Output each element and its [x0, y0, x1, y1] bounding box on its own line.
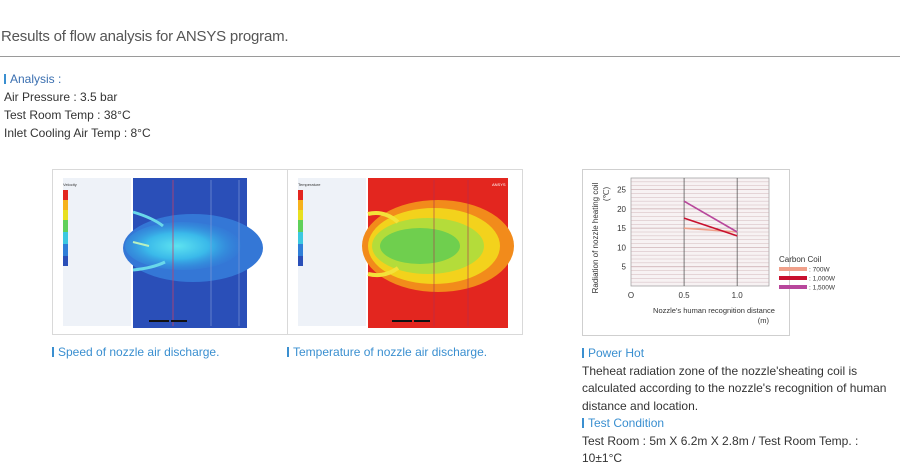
test-condition-text: Test Room : 5m X 6.2m X 2.8m / Test Room…: [582, 433, 859, 466]
speed-simulation-image: Velocity ANSYS: [52, 169, 288, 335]
analysis-line: Air Pressure : 3.5 bar: [4, 90, 118, 104]
x-axis-label: Nozzle's human recognition distance: [653, 306, 775, 315]
analysis-line: Inlet Cooling Air Temp : 8°C: [4, 126, 151, 140]
x-tick-label: 0.5: [679, 291, 691, 300]
power-hot-heading: Power Hot: [588, 346, 645, 360]
analysis-line: Test Room Temp : 38°C: [4, 108, 131, 122]
legend-swatch: [779, 285, 807, 289]
y-tick-label: 10: [617, 243, 626, 252]
y-axis-label: Radiation of nozzle heating coil: [591, 182, 600, 293]
power-hot-description: Theheat radiation zone of the nozzle'she…: [582, 363, 887, 413]
y-axis-unit: (℃): [602, 187, 611, 202]
x-axis-unit: (m): [758, 316, 770, 325]
speed-caption-text: Speed of nozzle air discharge.: [58, 345, 220, 359]
temperature-simulation-image: Temperature ANSYS: [287, 169, 523, 335]
legend-label: : 700W: [809, 267, 830, 274]
y-tick-label: 5: [622, 263, 627, 272]
temperature-caption: Temperature of nozzle air discharge.: [287, 345, 487, 359]
temperature-caption-text: Temperature of nozzle air discharge.: [293, 345, 488, 359]
bullet-bar-icon: [287, 347, 289, 357]
series-line: [683, 217, 738, 237]
bullet-bar-icon: [52, 347, 54, 357]
temperature-legend-title: Temperature: [298, 182, 321, 187]
series-line: [684, 227, 738, 233]
radiation-chart: 5 10 15 20 25 O 0.5 1.0 Radiation of nozzle hea…: [582, 169, 836, 336]
y-tick-label: 20: [617, 205, 626, 214]
legend-label: : 1,500W: [809, 285, 836, 292]
y-tick-label: 25: [617, 186, 626, 195]
power-hot-block: Power Hot Theheat radiation zone of the …: [582, 345, 900, 468]
test-condition-heading: Test Condition: [588, 416, 665, 430]
bullet-bar-icon: [4, 74, 6, 84]
page-title: Results of flow analysis for ANSYS progr…: [1, 28, 289, 45]
ansys-logo: ANSYS: [265, 182, 279, 187]
analysis-block: Analysis : Air Pressure : 3.5 bar Test R…: [4, 70, 151, 142]
analysis-heading: Analysis :: [10, 72, 62, 86]
y-tick-label: 15: [617, 224, 626, 233]
legend-swatch: [779, 276, 807, 280]
x-tick-label: O: [628, 291, 634, 300]
speed-caption: Speed of nozzle air discharge.: [52, 345, 219, 359]
legend-title: Carbon Coil: [779, 255, 821, 264]
x-tick-label: 1.0: [732, 291, 744, 300]
title-divider: [0, 56, 900, 57]
bullet-bar-icon: [582, 418, 584, 428]
bullet-bar-icon: [582, 348, 584, 358]
legend-swatch: [779, 267, 807, 271]
legend-label: : 1,000W: [809, 276, 836, 283]
ansys-logo: ANSYS: [492, 182, 506, 187]
speed-legend-title: Velocity: [63, 182, 77, 187]
series-line: [683, 200, 738, 233]
